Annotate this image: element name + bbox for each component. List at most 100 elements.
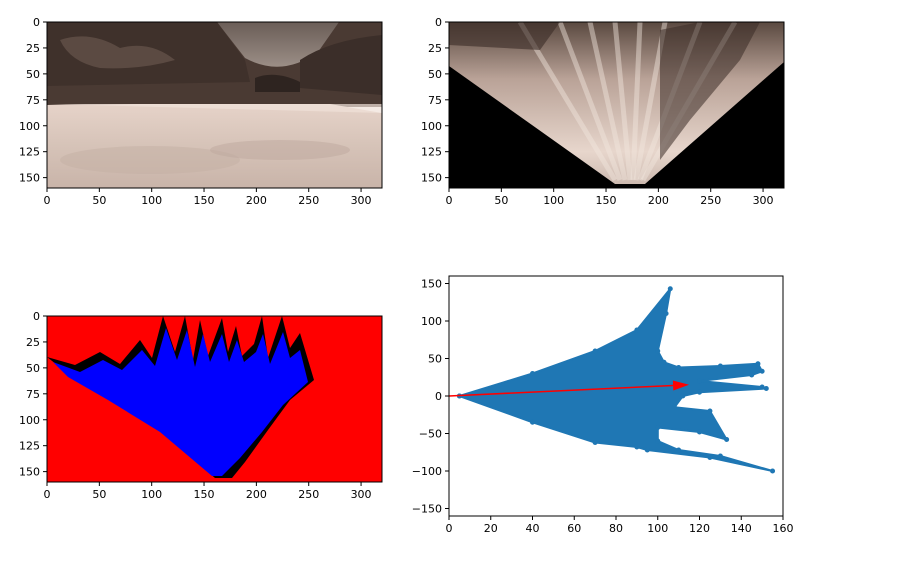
y-tick-label: 25	[26, 42, 40, 55]
rover-y-axis: −150 −100 −50 0 50 100 150	[412, 278, 449, 516]
x-tick-label: 150	[194, 194, 215, 207]
x-tick-label: 200	[246, 488, 267, 501]
y-tick-label: 75	[428, 94, 442, 107]
y-tick-label: 0	[435, 390, 442, 403]
scatter-point	[667, 286, 673, 292]
x-tick-label: 0	[44, 194, 51, 207]
scatter-point	[763, 386, 769, 391]
y-tick-label: 25	[428, 42, 442, 55]
scatter-point	[592, 348, 598, 354]
y-tick-label: 100	[19, 414, 40, 427]
y-tick-label: 50	[428, 353, 442, 366]
x-tick-label: 80	[609, 522, 623, 535]
scatter-point	[661, 359, 667, 365]
y-tick-label: 50	[428, 68, 442, 81]
x-tick-label: 160	[773, 522, 794, 535]
y-tick-label: −150	[412, 503, 442, 516]
threshold-y-axis: 0 25 50 75 100 125 150	[19, 310, 47, 479]
y-tick-label: 150	[421, 172, 442, 185]
y-tick-label: 50	[26, 68, 40, 81]
x-tick-label: 60	[567, 522, 581, 535]
camera-image	[47, 22, 382, 188]
scatter-point	[755, 361, 761, 367]
x-tick-label: 120	[689, 522, 710, 535]
scatter-point	[759, 368, 765, 374]
x-tick-label: 100	[141, 194, 162, 207]
y-tick-label: 150	[421, 278, 442, 291]
warped-image-frame	[448, 21, 785, 189]
camera-image-frame	[46, 21, 383, 189]
scatter-point	[592, 440, 598, 445]
x-tick-label: 100	[141, 488, 162, 501]
x-tick-label: 0	[446, 194, 453, 207]
camera-y-axis: 0 25 50 75 100 125 150	[19, 16, 47, 185]
rover-coords-panel: 0 20 40 60 80 100 120 140 160 −150 −100 −50 0 50 100 1…	[412, 275, 794, 535]
scatter-point	[717, 453, 723, 459]
scatter-point	[770, 468, 776, 474]
warped-x-axis: 0 50 100 150 200 250 300	[446, 188, 774, 207]
scatter-point	[676, 365, 682, 370]
scatter-point	[697, 429, 702, 435]
x-tick-label: 300	[351, 194, 372, 207]
x-tick-label: 50	[92, 488, 106, 501]
y-tick-label: 150	[19, 466, 40, 479]
x-tick-label: 0	[44, 488, 51, 501]
scatter-point	[634, 327, 640, 333]
y-tick-label: 0	[33, 16, 40, 29]
x-tick-label: 300	[351, 488, 372, 501]
x-tick-label: 140	[731, 522, 752, 535]
warped-image	[449, 22, 784, 188]
y-tick-label: 100	[421, 315, 442, 328]
y-tick-label: 125	[19, 146, 40, 159]
scatter-point	[697, 378, 702, 384]
x-tick-label: 50	[494, 194, 508, 207]
x-tick-label: 20	[484, 522, 498, 535]
arrow-head	[672, 380, 690, 391]
scatter-point	[663, 311, 669, 316]
scatter-point	[644, 447, 650, 453]
y-tick-label: −50	[419, 428, 442, 441]
y-tick-label: 0	[435, 16, 442, 29]
rover-x-axis: 0 20 40 60 80 100 120 140 160	[446, 516, 794, 535]
x-tick-label: 40	[526, 522, 540, 535]
rover-coords-plot-area	[449, 286, 776, 474]
scatter-point	[697, 389, 702, 395]
y-tick-label: 100	[19, 120, 40, 133]
threshold-x-axis: 0 50 100 150 200 250 300	[44, 482, 372, 501]
threshold-image-panel: 0 50 100 150 200 250 300 0 25 50 75 100 125 150	[19, 310, 383, 501]
y-tick-label: 125	[19, 440, 40, 453]
y-tick-label: 75	[26, 388, 40, 401]
scatter-point	[634, 444, 640, 450]
scatter-point	[655, 348, 661, 354]
arrow-shaft	[449, 384, 674, 397]
x-tick-label: 200	[648, 194, 669, 207]
scatter-point	[707, 408, 713, 414]
scatter-point	[724, 437, 730, 442]
x-tick-label: 250	[298, 488, 319, 501]
scatter-point	[671, 404, 677, 410]
navigable-points-series	[458, 287, 774, 472]
x-tick-label: 150	[194, 488, 215, 501]
y-tick-label: 50	[26, 362, 40, 375]
threshold-navigable-region	[53, 328, 308, 476]
scatter-point	[530, 371, 535, 376]
x-tick-label: 250	[298, 194, 319, 207]
y-tick-label: 75	[26, 94, 40, 107]
scatter-point	[655, 438, 661, 444]
threshold-image-frame	[46, 315, 383, 483]
scatter-point	[530, 419, 535, 425]
y-tick-label: 150	[19, 172, 40, 185]
scatter-point	[707, 455, 713, 460]
scatter-point	[655, 425, 661, 430]
warped-image-panel: 0 50 100 150 200 250 300 0 25 50 75 100 125 150	[421, 16, 785, 207]
x-tick-label: 0	[446, 522, 453, 535]
scatter-point	[749, 372, 755, 378]
scatter-point	[759, 384, 765, 390]
scatter-point	[676, 447, 682, 453]
navigable-points-markers	[456, 286, 776, 474]
x-tick-label: 50	[92, 194, 106, 207]
warped-y-axis: 0 25 50 75 100 125 150	[421, 16, 449, 185]
x-tick-label: 300	[753, 194, 774, 207]
y-tick-label: 25	[26, 336, 40, 349]
